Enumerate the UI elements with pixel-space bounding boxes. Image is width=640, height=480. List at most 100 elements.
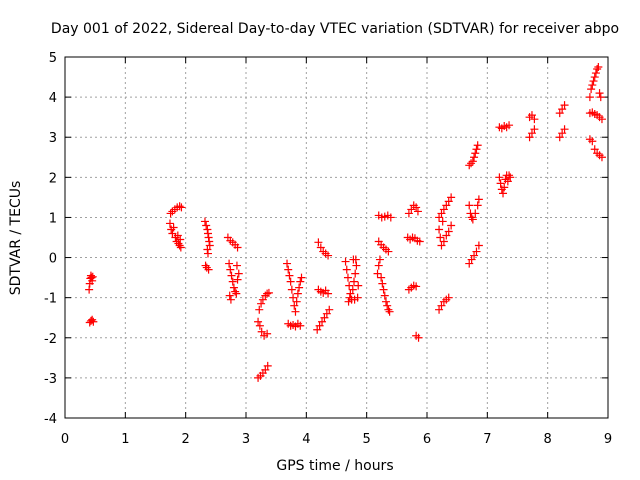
y-tick-label: -1	[44, 292, 57, 307]
data-point	[204, 265, 213, 274]
data-point	[200, 217, 209, 226]
data-point	[325, 305, 334, 314]
data-point	[296, 321, 305, 330]
data-point	[168, 229, 177, 238]
data-point	[297, 273, 306, 282]
data-point	[467, 213, 476, 222]
data-point	[291, 307, 300, 316]
data-point	[351, 255, 360, 264]
data-point	[175, 241, 184, 250]
data-point	[525, 133, 534, 142]
data-point	[596, 93, 605, 102]
chart-title: Day 001 of 2022, Sidereal Day-to-day VTE…	[51, 21, 619, 37]
data-point	[384, 305, 393, 314]
data-point	[176, 235, 185, 244]
data-point	[295, 283, 304, 292]
data-point	[447, 193, 456, 202]
data-point	[439, 237, 448, 246]
data-point	[346, 289, 355, 298]
data-point	[264, 288, 273, 297]
data-point	[175, 202, 184, 211]
data-point	[442, 231, 451, 240]
data-point	[227, 271, 236, 280]
data-point	[257, 299, 266, 308]
data-point	[439, 205, 448, 214]
data-point	[505, 121, 514, 130]
data-point	[202, 263, 211, 272]
x-tick-label: 8	[544, 432, 552, 447]
data-point	[588, 81, 597, 90]
data-point	[354, 281, 363, 290]
data-point	[597, 115, 606, 124]
data-point	[465, 201, 474, 210]
data-point	[174, 239, 183, 248]
data-point	[465, 259, 474, 268]
data-point	[166, 209, 175, 218]
data-point	[314, 238, 323, 247]
data-point	[226, 295, 235, 304]
data-point	[292, 297, 301, 306]
data-point	[296, 277, 305, 286]
x-tick-label: 0	[61, 432, 69, 447]
data-point	[173, 231, 182, 240]
data-point	[374, 261, 383, 270]
x-tick-label: 5	[363, 432, 371, 447]
data-point	[530, 115, 539, 124]
data-point	[373, 269, 382, 278]
data-point	[261, 365, 270, 374]
data-point	[226, 265, 235, 274]
data-point	[590, 145, 599, 154]
data-point	[560, 125, 569, 134]
y-tick-label: -2	[44, 332, 57, 347]
data-point	[263, 329, 272, 338]
data-point	[438, 217, 447, 226]
y-tick-label: 0	[49, 252, 57, 267]
data-point	[468, 215, 477, 224]
data-point	[437, 241, 446, 250]
data-point	[89, 317, 98, 326]
data-point	[412, 282, 421, 291]
data-point	[233, 275, 242, 284]
data-point	[342, 265, 351, 274]
data-point	[442, 201, 451, 210]
data-point	[471, 209, 480, 218]
data-point	[283, 259, 292, 268]
data-point	[414, 333, 423, 342]
data-point	[255, 305, 264, 314]
data-point	[594, 63, 603, 72]
data-point	[350, 295, 359, 304]
data-point	[558, 129, 567, 138]
data-point	[555, 109, 564, 118]
data-point	[203, 249, 212, 258]
data-point	[263, 361, 272, 370]
data-point	[467, 159, 476, 168]
data-point	[465, 161, 474, 170]
data-point	[378, 279, 387, 288]
data-point	[407, 205, 416, 214]
data-point	[468, 157, 477, 166]
y-tick-label: -3	[44, 372, 57, 387]
y-tick-label: -4	[44, 412, 57, 427]
data-point	[313, 325, 322, 334]
data-point	[505, 171, 514, 180]
x-tick-label: 7	[483, 432, 491, 447]
data-point	[383, 301, 392, 310]
data-point	[435, 213, 444, 222]
data-point	[352, 261, 361, 270]
data-point	[254, 317, 263, 326]
data-point	[341, 257, 350, 266]
data-point	[500, 183, 509, 192]
data-point	[587, 85, 596, 94]
x-tick-label: 4	[302, 432, 310, 447]
data-point	[472, 145, 481, 154]
data-point	[470, 251, 479, 260]
data-point	[597, 153, 606, 162]
data-point	[172, 237, 181, 246]
data-point	[381, 297, 390, 306]
data-point	[229, 283, 238, 292]
data-point	[412, 203, 421, 212]
data-point	[203, 225, 212, 234]
data-point	[345, 281, 354, 290]
data-point	[232, 289, 241, 298]
